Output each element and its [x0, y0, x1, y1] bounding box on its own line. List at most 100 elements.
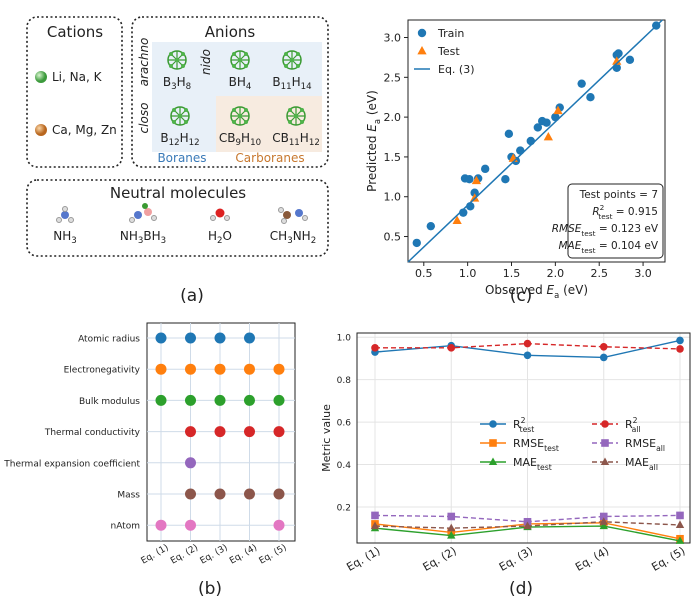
point — [551, 112, 560, 122]
legend-label: RMSEall — [625, 437, 665, 453]
point — [599, 512, 608, 521]
text-part: 2 — [521, 416, 526, 425]
class-label: closo — [137, 103, 151, 134]
cation-icon — [35, 71, 47, 83]
row-label: Mass — [117, 491, 140, 501]
formula: BH4 — [229, 75, 252, 92]
anions-title: Anions — [205, 23, 256, 41]
formula: NH3BH3 — [120, 229, 166, 246]
dot — [155, 363, 167, 375]
panel-label: (a) — [180, 286, 204, 306]
text-part: a — [372, 119, 382, 124]
point — [526, 136, 535, 146]
x-tick-label: Eq. (3) — [497, 544, 535, 574]
anions-box — [131, 16, 329, 168]
x-tick-label: Eq. (1) — [344, 544, 382, 574]
legend-key — [489, 439, 497, 447]
point — [543, 131, 553, 141]
anion-icon — [230, 106, 250, 126]
y-axis-label: Predicted Ea (eV) — [365, 90, 382, 192]
anion-icon — [170, 106, 190, 126]
point — [470, 188, 479, 197]
dot — [273, 488, 285, 500]
cations-title: Cations — [47, 23, 103, 41]
plot-frame — [356, 332, 691, 544]
point — [371, 344, 379, 352]
dot — [244, 332, 255, 344]
formula: CB11H12 — [272, 131, 320, 148]
plot-frame — [407, 19, 666, 263]
text-part: (eV) — [559, 283, 588, 297]
point — [465, 175, 474, 184]
x-tick-label: Eq. (2) — [421, 544, 459, 574]
row-label: nAtom — [110, 522, 140, 532]
y-tick-label: 1.0 — [384, 191, 402, 204]
point — [586, 93, 595, 102]
family-label: Carboranes — [235, 151, 304, 165]
point — [542, 118, 551, 127]
legend-key — [601, 439, 609, 447]
row-label: Atomic radius — [78, 335, 140, 345]
point — [523, 339, 532, 348]
panel-label: (b) — [198, 579, 222, 599]
point — [447, 531, 456, 539]
text-part: all — [649, 463, 658, 472]
dot — [155, 394, 167, 406]
text-part: test — [598, 212, 612, 221]
text-part: = 0.915 — [612, 206, 658, 218]
legend-key — [489, 420, 497, 428]
x-tick-label: Eq. (4) — [573, 544, 611, 574]
text-part: R — [592, 206, 599, 218]
text-part: MAE — [513, 456, 537, 469]
y-tick-label: 1.5 — [384, 151, 402, 164]
point — [523, 521, 532, 530]
x-tick-label: 0.5 — [415, 267, 433, 280]
annotation-box — [567, 183, 664, 259]
text-part: 2 — [600, 203, 605, 212]
x-tick-label: 3.0 — [634, 267, 652, 280]
panel-label: (c) — [510, 286, 533, 306]
y-axis-label: Metric value — [320, 404, 333, 472]
x-tick-label: 1.5 — [503, 267, 521, 280]
dot — [244, 363, 255, 375]
point — [675, 520, 685, 529]
point — [426, 221, 436, 231]
col-label: Eq. (3) — [199, 543, 230, 567]
row-label: Thermal conductivity — [44, 428, 141, 438]
neutral-title: Neutral molecules — [110, 184, 246, 202]
dot — [214, 394, 226, 406]
legend-label: MAEtest — [513, 456, 552, 472]
point — [625, 55, 635, 65]
row-label: Electronegativity — [64, 366, 141, 376]
legend-key — [417, 28, 427, 38]
dot — [244, 394, 255, 406]
text-part: RMSE — [513, 437, 544, 450]
anion-icon — [167, 50, 187, 70]
text-part: Test points = 7 — [579, 189, 658, 201]
point — [577, 79, 586, 88]
dot — [185, 519, 196, 531]
y-tick-label: 0.5 — [384, 231, 402, 244]
annotation: Test points = 7 — [579, 189, 658, 201]
cation-group: Li, Na, K — [52, 70, 103, 84]
dot — [155, 332, 167, 344]
y-tick-label: 2.5 — [384, 71, 402, 84]
dot — [214, 426, 226, 438]
annotation: RMSEtest = 0.123 eV — [552, 223, 659, 238]
point — [614, 49, 623, 58]
dot — [244, 426, 255, 438]
text-part: (eV) — [365, 90, 379, 119]
text-part: RMSE — [625, 437, 656, 450]
text-part: a — [554, 290, 559, 300]
text-part: MAE — [625, 456, 649, 469]
point — [599, 517, 608, 525]
point — [612, 63, 621, 72]
y-tick-label: 0.2 — [337, 503, 351, 513]
formula: CH3NH2 — [270, 229, 316, 246]
class-label: arachno — [137, 38, 151, 87]
point — [675, 536, 685, 544]
formula: B11H14 — [272, 75, 311, 92]
y-tick-label: 0.4 — [337, 461, 352, 471]
col-label: Eq. (1) — [140, 543, 171, 567]
anion-icon — [230, 50, 250, 70]
